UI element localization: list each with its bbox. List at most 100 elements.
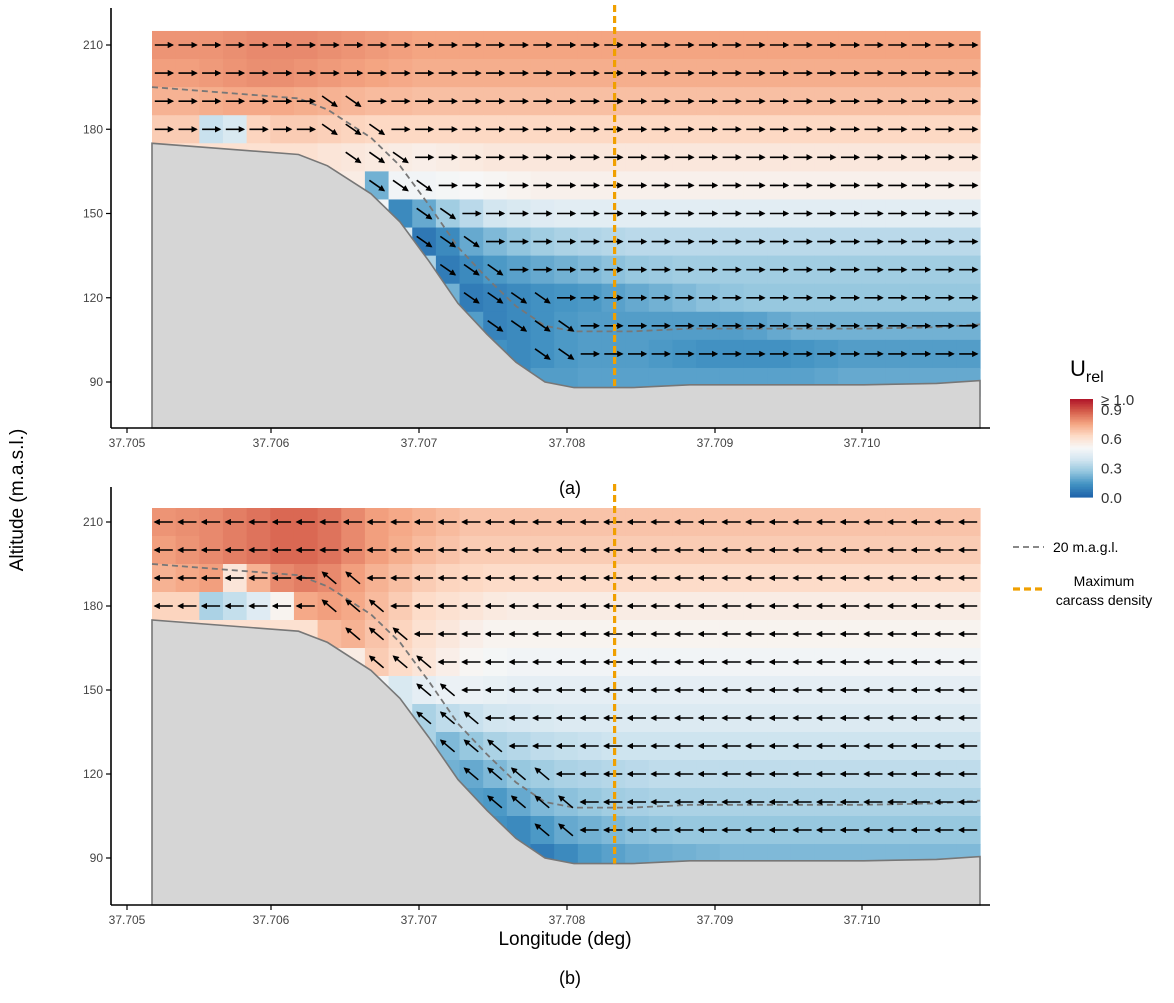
wind-arrow	[487, 739, 503, 753]
wind-arrow	[463, 235, 480, 248]
colorbar-step	[1070, 420, 1093, 423]
wind-arrow	[368, 599, 385, 613]
wind-arrow	[463, 711, 479, 725]
wind-arrow	[345, 123, 362, 136]
wind-arrow	[463, 767, 479, 781]
colorbar-step	[1070, 479, 1093, 482]
panel-b: 90 120 150 180 210 37.705 37.706 37.707 37.708 37…	[83, 484, 990, 988]
colorbar-step	[1070, 495, 1093, 498]
x-tick-label: 37.705	[109, 436, 146, 450]
legend-agl-label: 20 m.a.g.l.	[1053, 539, 1118, 555]
wind-arrow	[463, 739, 479, 753]
terrain-polygon	[151, 142, 981, 429]
terrain-polygon	[151, 619, 981, 906]
wind-arrow	[510, 291, 528, 304]
panel-label-b: (b)	[559, 968, 581, 988]
colorbar-step	[1070, 451, 1093, 454]
legend-carcass-label-line2: carcass density	[1056, 592, 1152, 608]
wind-arrow	[487, 767, 503, 781]
x-tick-label: 37.705	[109, 913, 146, 927]
colorbar-step	[1070, 410, 1093, 413]
colorbar-step	[1070, 425, 1093, 428]
wind-arrow	[534, 291, 551, 304]
wind-arrow	[439, 711, 456, 725]
wind-arrow	[345, 599, 361, 613]
colorbar-step	[1070, 483, 1093, 487]
legend-carcass-label-line1: Maximum	[1074, 573, 1135, 589]
colorbar-step	[1070, 441, 1093, 444]
colorbar-step	[1070, 472, 1093, 475]
wind-arrow	[368, 123, 386, 136]
colorbar-step	[1070, 416, 1093, 420]
colorbar-title-main: U	[1070, 356, 1086, 381]
colorbar-step	[1070, 444, 1093, 447]
colorbar-step	[1070, 423, 1093, 426]
colorbar-tick-label: 0.6	[1101, 431, 1122, 448]
wind-arrow	[439, 263, 457, 276]
colorbar-step	[1070, 421, 1093, 425]
colorbar-step	[1070, 436, 1093, 439]
x-tick-label: 37.708	[549, 436, 586, 450]
colorbar-step	[1070, 426, 1093, 429]
colorbar-step	[1070, 443, 1093, 446]
colorbar-step	[1070, 467, 1093, 470]
colorbar-step	[1070, 474, 1093, 477]
y-tick-label: 90	[90, 375, 104, 389]
wind-arrow	[416, 235, 433, 248]
colorbar-step	[1070, 415, 1093, 418]
colorbar-step	[1070, 403, 1093, 407]
wind-arrow	[487, 263, 504, 276]
wind-arrow	[558, 823, 574, 837]
y-tick-label: 210	[83, 38, 103, 52]
wind-arrow	[392, 179, 409, 192]
wind-arrow	[439, 683, 456, 697]
wind-arrow	[392, 627, 408, 641]
colorbar-title: Urel	[1070, 356, 1104, 386]
wind-arrow	[558, 795, 574, 809]
y-axis-title: Altitude (m.a.s.l.)	[7, 429, 28, 572]
colorbar-step	[1070, 459, 1093, 462]
x-tick-label: 37.706	[253, 913, 290, 927]
wind-arrow	[321, 571, 337, 585]
wind-arrow	[487, 320, 504, 332]
colorbar-step	[1070, 482, 1093, 485]
colorbar-step	[1070, 493, 1093, 496]
colorbar-step	[1070, 454, 1093, 457]
wind-arrow	[345, 95, 362, 108]
colorbar-step	[1070, 469, 1093, 472]
wind-arrow	[534, 823, 550, 837]
x-tick-label: 37.708	[549, 913, 586, 927]
colorbar-tick-label: ≥ 1.0	[1101, 392, 1134, 409]
colorbar-step	[1070, 439, 1093, 443]
colorbar-step	[1070, 485, 1093, 488]
colorbar-step	[1070, 448, 1093, 451]
wind-arrow	[439, 235, 457, 248]
wind-arrow	[439, 207, 457, 220]
colorbar-step	[1070, 430, 1093, 433]
colorbar-tick-label: 0.9	[1101, 402, 1122, 419]
colorbar-step	[1070, 413, 1093, 416]
y-tick-label: 120	[83, 291, 103, 305]
wind-arrow	[416, 179, 433, 192]
wind-arrow	[321, 599, 337, 613]
x-tick-label: 37.710	[844, 436, 881, 450]
colorbar-title-sub: rel	[1086, 369, 1104, 386]
colorbar-step	[1070, 480, 1093, 483]
colorbar-step	[1070, 431, 1093, 434]
colorbar-step	[1070, 477, 1093, 480]
wind-arrow	[368, 151, 386, 164]
colorbar-step	[1070, 428, 1093, 431]
colorbar-step	[1070, 449, 1093, 452]
wind-arrows-b	[153, 518, 978, 837]
wind-arrow	[510, 795, 527, 809]
wind-arrow	[321, 123, 338, 136]
wind-arrow	[416, 207, 433, 220]
wind-arrow	[368, 179, 386, 192]
agl-line-b	[151, 563, 981, 809]
colorbar-step	[1070, 407, 1093, 410]
wind-arrow	[345, 571, 361, 585]
wind-arrow	[416, 711, 432, 725]
colorbar-step	[1070, 452, 1093, 456]
